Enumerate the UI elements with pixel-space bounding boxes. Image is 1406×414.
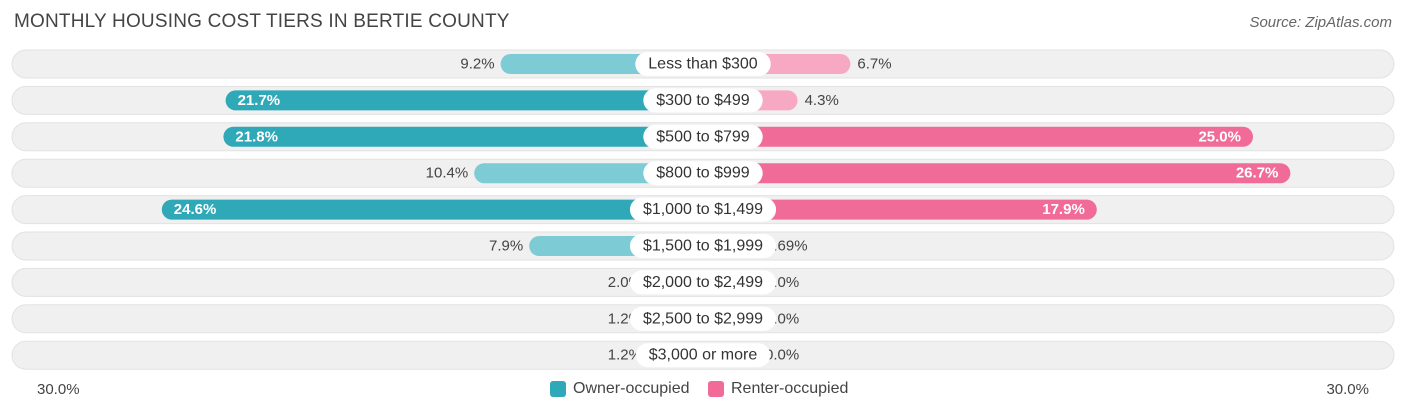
category-pill-800-to-999 xyxy=(643,161,763,186)
category-label-3-000-or-more: $3,000 or more xyxy=(649,347,758,364)
category-label-2-500-to-2-999: $2,500 to $2,999 xyxy=(643,310,763,327)
owner-bar-500-to-799 xyxy=(223,126,703,147)
renter-value-800-to-999: 26.7% xyxy=(1236,165,1279,182)
category-pill-1-500-to-1-999 xyxy=(629,234,777,258)
category-label-1-500-to-1-999: $1,500 to $1,999 xyxy=(643,238,763,255)
renter-value-3-000-or-more: 0.0% xyxy=(765,347,799,364)
legend-owner-label: Owner-occupied xyxy=(573,380,690,397)
owner-value-800-to-999: 10.4% xyxy=(426,165,469,182)
legend-renter: Renter-occupied xyxy=(708,378,848,400)
category-label-800-to-999: $800 to $999 xyxy=(656,165,750,182)
owner-value-1-000-to-1-499: 24.6% xyxy=(174,201,217,218)
category-pill-1-000-to-1-499 xyxy=(629,197,777,222)
renter-value-1-500-to-1-999: 0.69% xyxy=(765,238,808,255)
category-pill-less-than-300 xyxy=(635,52,771,76)
renter-value-less-than-300: 6.7% xyxy=(857,56,891,73)
category-pill-2-000-to-2-499 xyxy=(629,270,777,295)
owner-value-less-than-300: 9.2% xyxy=(460,56,494,73)
chart-source: Source: ZipAtlas.com xyxy=(1249,14,1392,31)
category-label-1-000-to-1-499: $1,000 to $1,499 xyxy=(643,201,763,218)
category-label-less-than-300: Less than $300 xyxy=(648,56,758,73)
legend-renter-label: Renter-occupied xyxy=(731,380,849,397)
owner-bar-300-to-499 xyxy=(225,90,703,111)
renter-value-500-to-799: 25.0% xyxy=(1198,128,1241,145)
axis-label-right: 30.0% xyxy=(1326,381,1369,398)
category-label-500-to-799: $500 to $799 xyxy=(656,128,750,145)
renter-bar-500-to-799 xyxy=(703,126,1253,147)
owner-value-1-500-to-1-999: 7.9% xyxy=(489,238,523,255)
category-pill-500-to-799 xyxy=(643,124,763,149)
owner-value-300-to-499: 21.7% xyxy=(238,92,281,109)
category-label-2-000-to-2-499: $2,000 to $2,499 xyxy=(643,274,763,291)
renter-bar-1-000-to-1-499 xyxy=(703,199,1097,220)
legend-owner: Owner-occupied xyxy=(550,378,690,400)
renter-bar-800-to-999 xyxy=(703,163,1291,184)
chart-title: MONTHLY HOUSING COST TIERS IN BERTIE COU… xyxy=(14,11,510,32)
category-pill-3-000-or-more xyxy=(635,343,771,368)
owner-value-500-to-799: 21.8% xyxy=(235,128,278,145)
owner-value-3-000-or-more: 1.2% xyxy=(608,347,642,364)
renter-value-300-to-499: 4.3% xyxy=(805,92,839,109)
category-label-300-to-499: $300 to $499 xyxy=(656,92,750,109)
category-pill-300-to-499 xyxy=(643,88,763,113)
axis-label-left: 30.0% xyxy=(37,381,80,398)
legend-renter-swatch xyxy=(708,381,724,397)
owner-bar-1-000-to-1-499 xyxy=(161,199,704,220)
renter-value-1-000-to-1-499: 17.9% xyxy=(1042,201,1085,218)
legend-owner-swatch xyxy=(550,381,566,397)
category-pill-2-500-to-2-999 xyxy=(629,306,777,331)
